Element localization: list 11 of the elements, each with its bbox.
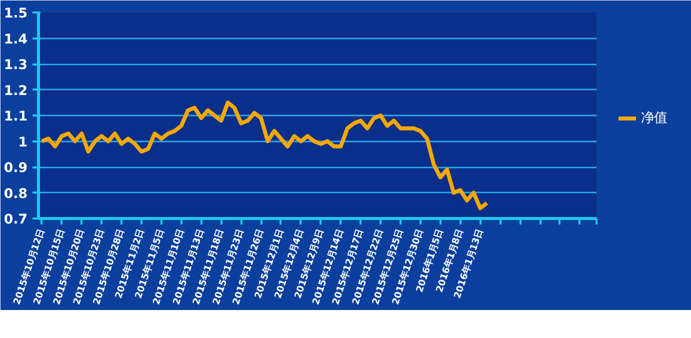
y-tick-label: 0.8 — [4, 186, 28, 202]
legend-label: 净值 — [641, 110, 668, 127]
line-series — [40, 100, 489, 210]
y-tick-label: 1.1 — [4, 110, 28, 124]
y-tick-label: 0.9 — [4, 161, 28, 176]
y-tick-label: 0.7 — [4, 212, 28, 228]
y-tick-label: 1 — [18, 135, 28, 150]
y-tick-label: 1.2 — [4, 84, 28, 99]
y-tick-label: 1.4 — [4, 32, 28, 48]
y-tick-label: 1.3 — [4, 58, 28, 73]
y-tick-label: 1.5 — [4, 6, 28, 22]
